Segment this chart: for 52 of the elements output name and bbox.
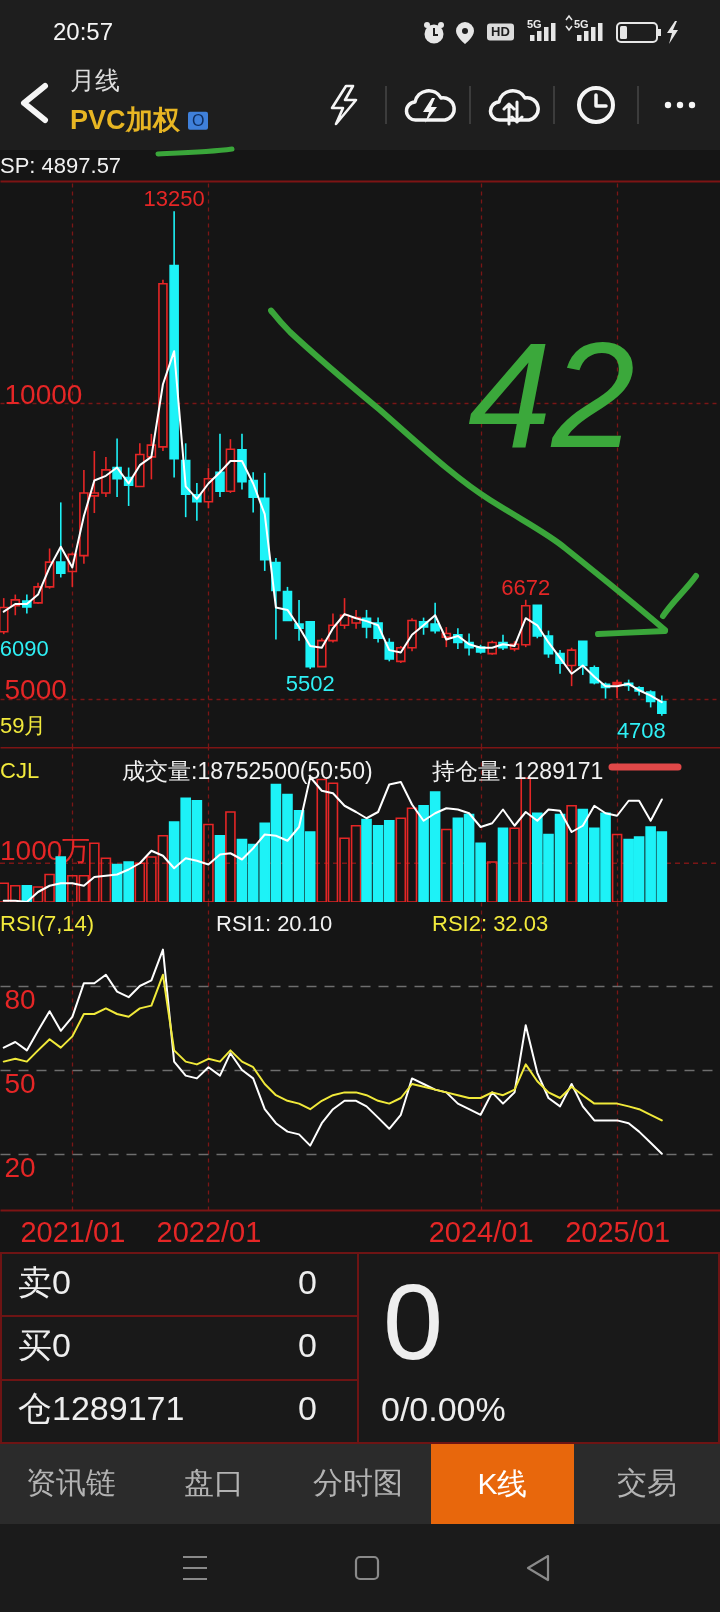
annotation: CJL xyxy=(0,758,40,784)
text: 月线 xyxy=(70,65,120,95)
text: 20:57 xyxy=(53,18,114,46)
x-tick-label: 2021/01 xyxy=(20,1215,126,1248)
annotation: 13250 xyxy=(143,186,205,212)
annotation: 59月 xyxy=(0,713,47,739)
annotation: 成交量:18752500(50:50) xyxy=(122,757,373,785)
text: 0 xyxy=(298,1389,317,1429)
bar xyxy=(214,834,226,902)
annotation: 6090 xyxy=(0,636,49,662)
bar xyxy=(611,833,623,902)
text: 买0 xyxy=(18,1326,71,1366)
y-tick-label: 20 xyxy=(4,1151,36,1183)
bar xyxy=(497,827,509,902)
text: 5G xyxy=(574,17,589,31)
y-tick-label: 5000 xyxy=(4,674,67,706)
y-tick-label: 80 xyxy=(4,983,36,1015)
bar xyxy=(203,823,214,902)
text: K线 xyxy=(431,1444,574,1524)
text: 0 xyxy=(383,1259,444,1384)
annotation: RSI2: 32.03 xyxy=(432,911,549,937)
bar xyxy=(225,811,236,902)
text: PVC加权 xyxy=(70,105,180,137)
bar xyxy=(566,804,577,902)
annotation: 6672 xyxy=(501,574,551,600)
ref-line-label: 1000万 xyxy=(0,835,91,867)
text: O xyxy=(188,111,209,131)
text: 0/0.00% xyxy=(381,1390,506,1430)
text: 0 xyxy=(298,1263,317,1303)
text: 盘口 xyxy=(184,1465,244,1501)
x-tick-label: 2024/01 xyxy=(428,1215,534,1248)
bar xyxy=(441,828,452,902)
x-tick-label: 2025/01 xyxy=(565,1215,670,1248)
y-tick-label: 10000 xyxy=(4,378,83,410)
text: 交易 xyxy=(617,1465,677,1501)
annotation: RSI1: 20.10 xyxy=(216,911,333,937)
annotation: RSI(7,14) xyxy=(0,911,95,937)
x-tick-label: 2022/01 xyxy=(156,1215,262,1248)
y-tick-label: 50 xyxy=(4,1067,36,1099)
text: 卖0 xyxy=(18,1263,71,1303)
bar xyxy=(486,861,498,902)
text: HD xyxy=(487,23,514,41)
text: SP: 4897.57 xyxy=(0,153,122,179)
text: 分时图 xyxy=(313,1465,403,1501)
annotation: 4708 xyxy=(616,717,666,743)
text: 5G xyxy=(527,17,542,31)
text: 资讯链 xyxy=(26,1465,116,1501)
text: 0 xyxy=(298,1326,317,1366)
annotation: 持仓量: 1289171 xyxy=(432,757,604,785)
annotation: 42 xyxy=(468,309,635,481)
annotation: 5502 xyxy=(285,670,335,696)
text: 仓1289171 xyxy=(18,1389,185,1429)
